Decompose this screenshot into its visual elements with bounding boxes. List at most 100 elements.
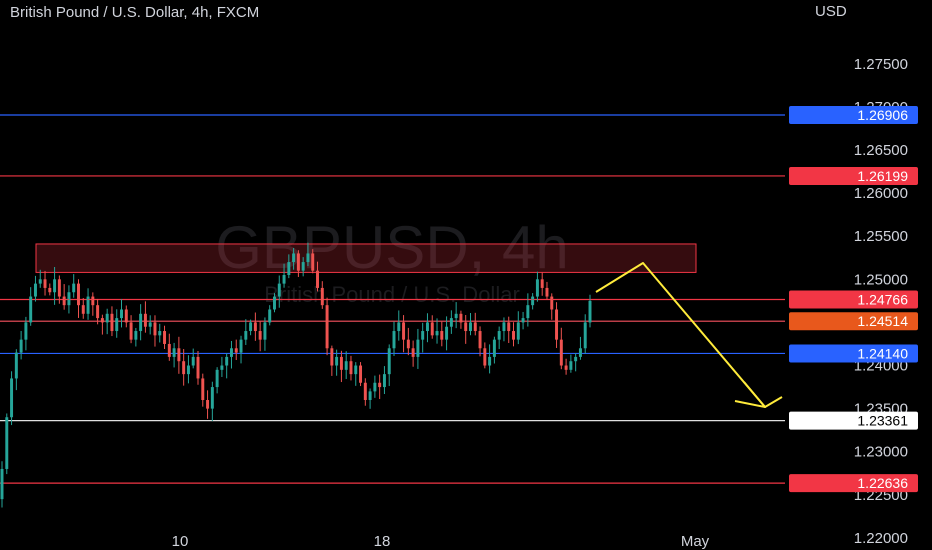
chart-title: British Pound / U.S. Dollar, 4h, FXCM <box>10 4 260 21</box>
candle-body <box>492 339 496 357</box>
candle <box>33 275 37 302</box>
y-tick-label: 1.23000 <box>854 444 908 461</box>
candle-body <box>464 322 468 332</box>
candle <box>282 263 286 288</box>
candle-body <box>215 369 219 388</box>
candle-body <box>33 283 37 297</box>
candle <box>311 249 315 274</box>
candle-body <box>583 322 587 349</box>
candle <box>172 342 176 368</box>
candle-body <box>301 262 305 271</box>
candle-body <box>354 365 358 375</box>
candle-body <box>177 348 181 362</box>
candle <box>201 373 205 407</box>
candle <box>96 298 100 325</box>
candle <box>449 310 453 334</box>
candle-body <box>258 331 262 340</box>
candle-body <box>306 253 310 263</box>
candle <box>48 283 52 296</box>
candle-body <box>387 348 391 375</box>
candle <box>569 354 573 373</box>
x-tick-label: May <box>681 533 710 550</box>
candle <box>330 345 334 376</box>
price-badge-value: 1.24766 <box>857 291 908 307</box>
y-tick-label: 1.22000 <box>854 530 908 547</box>
candle <box>320 281 324 309</box>
candle <box>540 272 544 296</box>
candle <box>143 301 147 333</box>
candle-body <box>421 331 425 340</box>
price-badge-bg <box>789 312 918 331</box>
candle <box>578 336 582 360</box>
price-badge-bg <box>789 344 918 363</box>
candle <box>406 327 410 356</box>
candle-body <box>48 287 52 293</box>
candle-body <box>143 313 147 327</box>
candle <box>29 287 33 326</box>
candle <box>531 293 535 310</box>
candle <box>287 254 291 279</box>
candle-body <box>167 343 171 357</box>
candle <box>574 352 578 372</box>
candle-body <box>67 292 71 306</box>
candle-body <box>57 279 61 297</box>
candle-body <box>163 331 167 344</box>
candle <box>215 367 219 394</box>
candle <box>459 310 463 329</box>
candle <box>550 293 554 320</box>
candle-body <box>349 361 353 375</box>
candle <box>497 326 501 350</box>
candle <box>588 294 592 328</box>
candle <box>521 311 525 330</box>
candle-body <box>359 365 363 383</box>
candle-body <box>445 326 449 340</box>
candle <box>292 247 296 270</box>
candle <box>225 353 229 379</box>
candle-body <box>430 322 434 336</box>
candle-body <box>545 287 549 297</box>
price-level-badge: 1.22636 <box>789 474 918 493</box>
candle-body <box>201 378 205 400</box>
candle <box>392 321 396 357</box>
candle <box>363 378 367 406</box>
candle <box>354 362 358 386</box>
candle <box>502 317 506 342</box>
candle-body <box>339 356 343 370</box>
candle <box>402 315 406 353</box>
candle <box>535 271 539 302</box>
price-badge-value: 1.26906 <box>857 107 908 123</box>
candle-body <box>507 322 511 332</box>
candle <box>339 350 343 383</box>
candle-body <box>454 313 458 319</box>
candle <box>10 371 14 426</box>
candle <box>378 374 382 400</box>
candle-body <box>411 348 415 357</box>
candle-body <box>24 322 28 340</box>
candle <box>77 279 80 318</box>
y-tick-label: 1.27500 <box>854 56 908 73</box>
candle-body <box>210 387 214 409</box>
candle-body <box>311 253 315 271</box>
candle <box>148 315 152 335</box>
x-tick-label: 18 <box>374 533 391 550</box>
currency-label: USD <box>815 3 847 20</box>
candle-body <box>440 331 444 340</box>
candle <box>120 299 123 328</box>
price-level-badge: 1.24140 <box>789 344 918 363</box>
candle-body <box>368 391 372 400</box>
candle <box>273 293 276 313</box>
candle-body <box>392 331 396 349</box>
y-tick-label: 1.25000 <box>854 271 908 288</box>
candle-body <box>526 305 530 319</box>
candle <box>368 388 372 409</box>
candle-body <box>531 296 535 306</box>
candle-body <box>373 382 377 392</box>
price-badge-bg <box>789 290 918 309</box>
candle-body <box>363 382 367 400</box>
candle <box>387 344 391 387</box>
candle <box>583 314 587 354</box>
candle-body <box>564 365 568 370</box>
candle <box>100 314 104 335</box>
candle-body <box>588 300 592 323</box>
